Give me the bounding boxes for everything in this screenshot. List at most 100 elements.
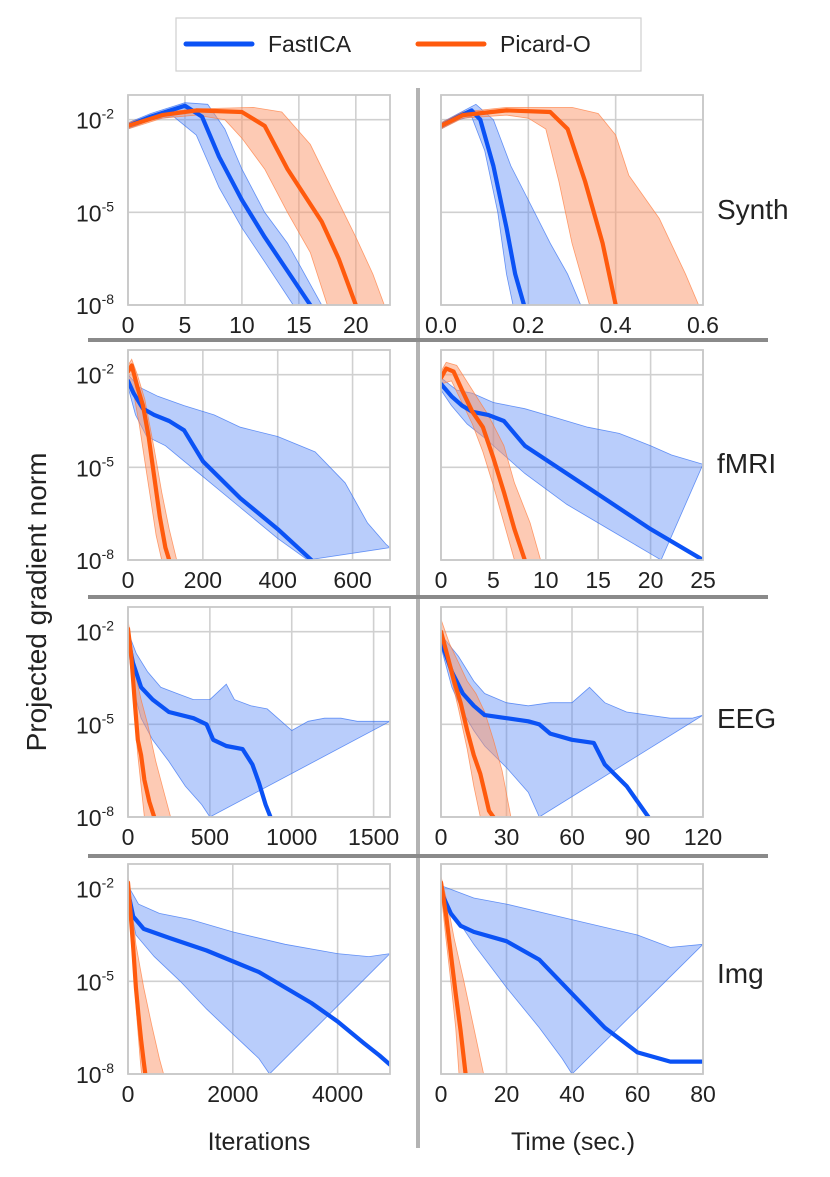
panel-r2-c0: 0 500 1000 1500 10-2 10-5 10-8 bbox=[76, 606, 399, 850]
x-axis-label-time: Time (sec.) bbox=[511, 1128, 635, 1156]
x-tick-label: 0 bbox=[122, 824, 135, 850]
panel-r3-c1: 0 20 40 60 80 bbox=[435, 863, 716, 1107]
picard-o-median-line bbox=[128, 880, 148, 1074]
x-tick-label: 0 bbox=[435, 567, 448, 593]
x-tick-label: 600 bbox=[333, 567, 371, 593]
axes-frame bbox=[127, 349, 391, 561]
y-tick-label: 10-2 bbox=[76, 106, 114, 134]
panel-r2-c1: 0 30 60 90 120 bbox=[435, 606, 722, 850]
y-tick-label: 10-2 bbox=[76, 618, 114, 646]
axes-frame bbox=[440, 349, 704, 561]
y-tick-label: 10-8 bbox=[76, 1060, 114, 1088]
picard-o-median-line bbox=[441, 108, 618, 305]
x-tick-label: 90 bbox=[625, 824, 651, 850]
x-tick-label: 5 bbox=[179, 312, 192, 338]
x-tick-label: 2000 bbox=[207, 1081, 258, 1107]
fastica-median-line bbox=[441, 889, 703, 1064]
x-tick-label: 0 bbox=[122, 312, 135, 338]
plot-area bbox=[128, 864, 390, 1074]
x-axis-label-iterations: Iterations bbox=[208, 1128, 311, 1156]
x-tick-label: 60 bbox=[625, 1081, 651, 1107]
x-tick-label: 15 bbox=[585, 567, 611, 593]
x-tick-label: 30 bbox=[494, 824, 520, 850]
legend-fastica-label: FastICA bbox=[268, 31, 352, 57]
series-layer bbox=[128, 619, 390, 817]
panel-r1-c1: 0 5 10 15 20 25 bbox=[435, 349, 716, 593]
legend-picard-label: Picard-O bbox=[500, 31, 591, 57]
series-layer bbox=[441, 103, 700, 305]
x-tick-label: 0.6 bbox=[687, 312, 719, 338]
x-tick-label: 0 bbox=[122, 1081, 135, 1107]
picard-o-band bbox=[441, 876, 485, 1074]
y-tick-label: 10-8 bbox=[76, 803, 114, 831]
x-tick-label: 0.0 bbox=[425, 312, 457, 338]
x-tick-label: 4000 bbox=[312, 1081, 363, 1107]
picard-o-band bbox=[441, 619, 512, 817]
picard-o-median-line bbox=[441, 629, 496, 817]
x-tick-label: 1000 bbox=[266, 824, 317, 850]
x-tick-label: 0 bbox=[435, 824, 448, 850]
x-tick-label: 500 bbox=[191, 824, 229, 850]
picard-o-median-line bbox=[441, 880, 468, 1074]
x-tick-label: 20 bbox=[343, 312, 369, 338]
x-tick-label: 120 bbox=[684, 824, 722, 850]
axes-frame bbox=[127, 94, 391, 306]
x-tick-label: 5 bbox=[487, 567, 500, 593]
axes-frame bbox=[440, 94, 704, 306]
series-layer bbox=[128, 358, 390, 560]
series-layer bbox=[128, 102, 385, 305]
x-tick-label: 0.4 bbox=[600, 312, 632, 338]
y-axis-label: Projected gradient norm bbox=[21, 453, 52, 752]
axes-frame bbox=[127, 606, 391, 818]
x-tick-label: 20 bbox=[494, 1081, 520, 1107]
fastica-band bbox=[128, 374, 390, 560]
y-tick-label: 10-2 bbox=[76, 361, 114, 389]
series-layer bbox=[441, 876, 703, 1074]
axes-frame bbox=[440, 606, 704, 818]
axes-frame bbox=[127, 863, 391, 1075]
x-tick-label: 80 bbox=[690, 1081, 716, 1107]
x-tick-label: 0 bbox=[122, 567, 135, 593]
x-tick-label: 10 bbox=[229, 312, 255, 338]
row-label-fmri: fMRI bbox=[717, 448, 776, 479]
fastica-median-line bbox=[128, 378, 314, 560]
x-tick-label: 0.2 bbox=[512, 312, 544, 338]
fastica-band bbox=[128, 631, 390, 817]
panel-r0-c1: 0.0 0.2 0.4 0.6 bbox=[425, 94, 719, 338]
panel-r0-c0: 0 5 10 15 20 10-2 10-5 10-8 bbox=[76, 94, 391, 338]
x-tick-label: 40 bbox=[559, 1081, 585, 1107]
series-layer bbox=[441, 619, 703, 817]
picard-o-median-line bbox=[128, 108, 358, 305]
series-layer bbox=[441, 361, 703, 560]
x-tick-label: 60 bbox=[559, 824, 585, 850]
panel-r3-c0: 0 2000 4000 10-2 10-5 10-8 bbox=[76, 863, 391, 1107]
picard-o-band bbox=[441, 107, 700, 305]
x-tick-label: 1500 bbox=[348, 824, 399, 850]
y-tick-label: 10-8 bbox=[76, 546, 114, 574]
y-tick-label: 10-8 bbox=[76, 291, 114, 319]
y-tick-label: 10-5 bbox=[76, 198, 114, 226]
axes-frame bbox=[440, 863, 704, 1075]
y-tick-label: 10-5 bbox=[76, 453, 114, 481]
legend: FastICA Picard-O bbox=[175, 17, 642, 72]
y-tick-label: 10-5 bbox=[76, 967, 114, 995]
fastica-median-line bbox=[128, 635, 273, 817]
picard-o-median-line bbox=[128, 626, 157, 817]
picard-o-band bbox=[441, 361, 542, 560]
x-tick-label: 15 bbox=[286, 312, 312, 338]
panel-r1-c0: 0 200 400 600 10-2 10-5 10-8 bbox=[76, 349, 391, 593]
x-tick-label: 25 bbox=[690, 567, 716, 593]
x-tick-label: 10 bbox=[533, 567, 559, 593]
x-tick-label: 20 bbox=[638, 567, 664, 593]
series-layer bbox=[128, 876, 390, 1074]
y-tick-label: 10-5 bbox=[76, 710, 114, 738]
row-label-synth: Synth bbox=[717, 194, 789, 225]
x-tick-label: 400 bbox=[259, 567, 297, 593]
fastica-median-line bbox=[441, 381, 703, 560]
fastica-median-line bbox=[128, 889, 390, 1067]
fastica-median-line bbox=[441, 638, 651, 817]
row-label-img: Img bbox=[717, 958, 764, 989]
plot-area bbox=[128, 350, 390, 560]
picard-o-median-line bbox=[128, 363, 172, 560]
